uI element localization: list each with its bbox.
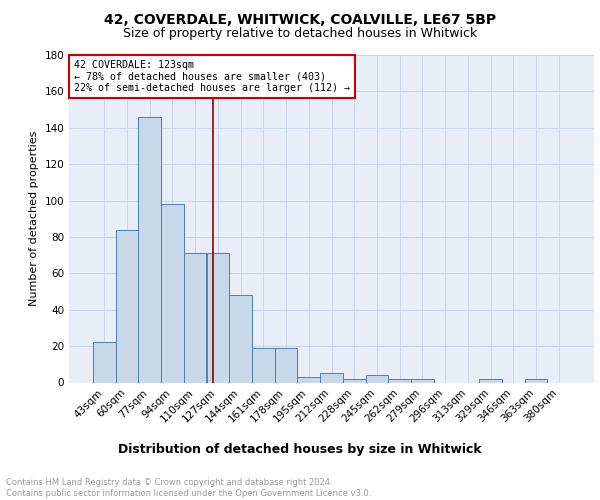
Bar [479,379,502,382]
Bar [206,254,229,382]
Bar [93,342,116,382]
Bar [116,230,139,382]
Bar [184,254,206,382]
Text: Distribution of detached houses by size in Whitwick: Distribution of detached houses by size … [118,442,482,456]
Bar [298,377,320,382]
Text: Size of property relative to detached houses in Whitwick: Size of property relative to detached ho… [123,28,477,40]
Bar [524,379,547,382]
Bar [139,117,161,382]
Bar [161,204,184,382]
Y-axis label: Number of detached properties: Number of detached properties [29,131,39,306]
Bar [388,379,411,382]
Bar [320,374,343,382]
Bar [275,348,298,382]
Bar [252,348,275,382]
Bar [411,379,434,382]
Text: Contains HM Land Registry data © Crown copyright and database right 2024.
Contai: Contains HM Land Registry data © Crown c… [6,478,371,498]
Text: 42 COVERDALE: 123sqm
← 78% of detached houses are smaller (403)
22% of semi-deta: 42 COVERDALE: 123sqm ← 78% of detached h… [74,60,350,93]
Bar [343,379,365,382]
Bar [229,295,252,382]
Bar [365,375,388,382]
Text: 42, COVERDALE, WHITWICK, COALVILLE, LE67 5BP: 42, COVERDALE, WHITWICK, COALVILLE, LE67… [104,12,496,26]
